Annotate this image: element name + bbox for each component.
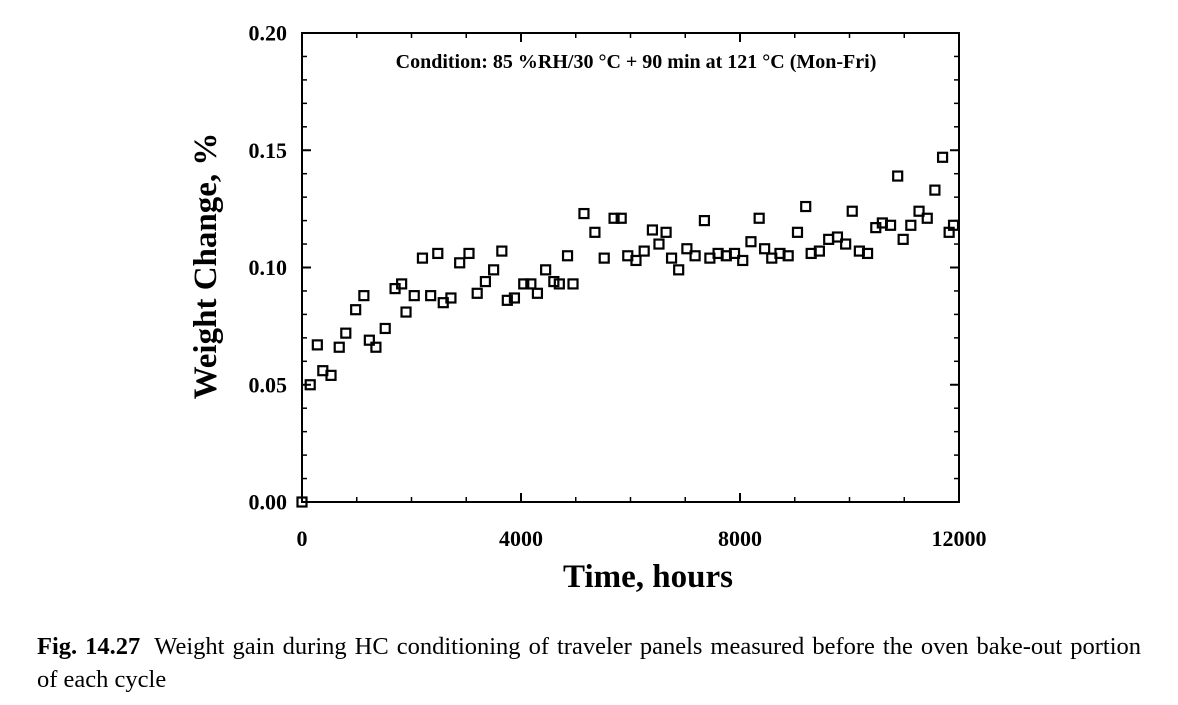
data-point bbox=[501, 294, 513, 306]
y-tick-label: 0.20 bbox=[249, 21, 288, 46]
data-point bbox=[689, 250, 701, 262]
data-point bbox=[508, 292, 521, 304]
data-point bbox=[673, 264, 685, 276]
x-tick-label: 0 bbox=[297, 526, 308, 551]
data-point bbox=[463, 247, 475, 260]
data-point bbox=[479, 275, 492, 288]
data-point bbox=[698, 215, 711, 227]
data-point bbox=[358, 290, 370, 302]
data-point bbox=[936, 151, 949, 163]
data-point bbox=[488, 264, 500, 276]
data-point bbox=[296, 496, 308, 508]
figure-caption: Fig. 14.27 Weight gain during HC conditio… bbox=[37, 630, 1141, 696]
data-points bbox=[296, 151, 960, 508]
data-point bbox=[905, 219, 917, 231]
data-point bbox=[340, 327, 352, 339]
data-point bbox=[831, 231, 844, 243]
data-point bbox=[630, 254, 642, 267]
data-point bbox=[445, 292, 457, 304]
data-point bbox=[363, 334, 375, 346]
data-point bbox=[553, 278, 565, 290]
data-point bbox=[840, 238, 852, 250]
y-tick-labels: 0.00 0.05 0.10 0.15 0.20 bbox=[249, 21, 288, 515]
data-point bbox=[525, 278, 537, 290]
data-point bbox=[396, 278, 408, 290]
data-point bbox=[454, 257, 466, 269]
data-point bbox=[311, 339, 323, 351]
chart: 0.00 0.05 0.10 0.15 0.20 0 4000 8000 120… bbox=[188, 21, 987, 596]
data-point bbox=[333, 341, 345, 353]
data-point bbox=[665, 252, 678, 264]
data-point bbox=[745, 236, 757, 248]
plot-frame bbox=[301, 32, 960, 503]
caption-text: Weight gain during HC conditioning of tr… bbox=[37, 633, 1141, 693]
data-point bbox=[598, 252, 610, 264]
data-point bbox=[897, 233, 909, 245]
data-point bbox=[325, 369, 337, 381]
data-point bbox=[531, 287, 544, 299]
data-point bbox=[861, 247, 874, 260]
y-axis-title: Weight Change, % bbox=[188, 133, 224, 400]
data-point bbox=[304, 379, 316, 391]
minor-ticks bbox=[301, 32, 960, 503]
data-point bbox=[615, 212, 627, 224]
data-point bbox=[416, 252, 429, 264]
data-point bbox=[350, 304, 362, 316]
data-point bbox=[823, 233, 835, 245]
data-point bbox=[913, 205, 925, 217]
data-point bbox=[370, 341, 382, 353]
data-point bbox=[892, 170, 904, 182]
data-point bbox=[846, 205, 858, 217]
data-point bbox=[947, 219, 960, 231]
data-point bbox=[408, 290, 420, 302]
data-point bbox=[471, 287, 483, 299]
data-point bbox=[660, 226, 672, 238]
data-point bbox=[737, 254, 749, 267]
data-point bbox=[800, 200, 812, 213]
data-point bbox=[432, 247, 444, 260]
data-point bbox=[567, 278, 579, 290]
data-point bbox=[884, 219, 897, 231]
data-point bbox=[653, 238, 665, 250]
data-point bbox=[921, 212, 933, 224]
x-tick-label: 12000 bbox=[932, 526, 987, 551]
data-point bbox=[379, 322, 391, 335]
x-axis-title: Time, hours bbox=[563, 559, 733, 595]
data-point bbox=[753, 212, 765, 224]
data-point bbox=[759, 243, 771, 255]
data-point bbox=[782, 250, 794, 262]
figure-number: Fig. 14.27 bbox=[37, 633, 141, 660]
data-point bbox=[791, 226, 804, 238]
data-point bbox=[400, 306, 412, 318]
data-point bbox=[518, 278, 530, 290]
x-tick-label: 8000 bbox=[718, 526, 762, 551]
data-point bbox=[561, 250, 574, 262]
data-point bbox=[589, 226, 601, 238]
data-point bbox=[425, 290, 437, 302]
x-tick-labels: 0 4000 8000 12000 bbox=[297, 526, 987, 551]
data-point bbox=[540, 264, 552, 276]
data-point bbox=[608, 212, 620, 224]
data-point bbox=[646, 224, 659, 236]
condition-annotation: Condition: 85 %RH/30 °C + 90 min at 121 … bbox=[396, 51, 877, 73]
y-tick-label: 0.15 bbox=[249, 138, 288, 163]
major-ticks bbox=[301, 32, 960, 503]
y-tick-label: 0.10 bbox=[249, 255, 288, 280]
data-point bbox=[496, 245, 508, 257]
data-point bbox=[728, 247, 741, 260]
data-point bbox=[578, 207, 590, 220]
data-point bbox=[813, 245, 825, 257]
y-tick-label: 0.00 bbox=[249, 490, 288, 515]
data-point bbox=[638, 245, 650, 257]
data-point bbox=[681, 243, 693, 255]
x-tick-label: 4000 bbox=[499, 526, 543, 551]
data-point bbox=[929, 184, 941, 196]
y-tick-label: 0.05 bbox=[249, 372, 288, 397]
